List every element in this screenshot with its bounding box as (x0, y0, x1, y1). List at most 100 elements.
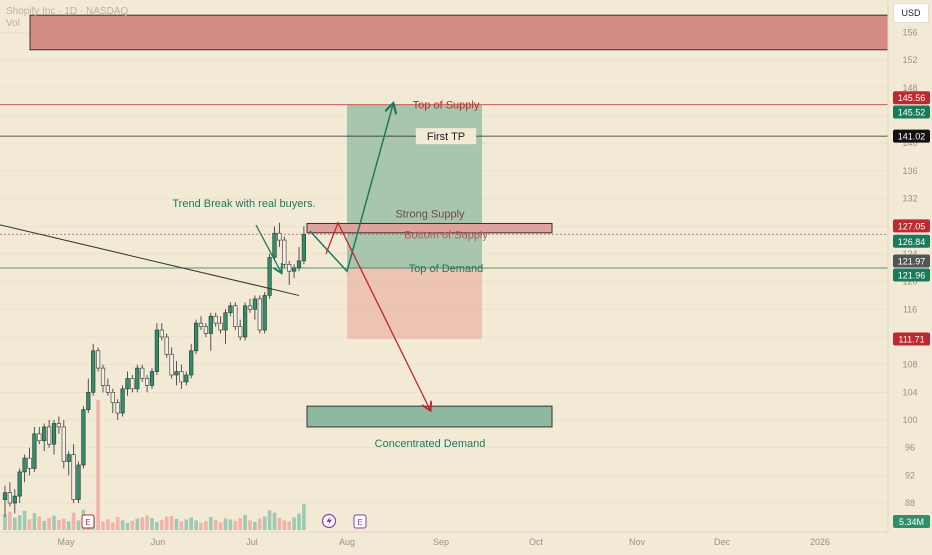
volume-bar (150, 517, 154, 530)
candle-body (238, 326, 243, 338)
volume-bar (169, 516, 174, 530)
candle-body (17, 471, 22, 497)
strong-supply-zone (306, 222, 553, 234)
volume-bar (140, 517, 144, 530)
volume-bar (52, 515, 56, 530)
level-label-bg (415, 128, 477, 145)
candle-body (296, 260, 302, 269)
volume-bar (238, 517, 242, 530)
candle-body (22, 457, 27, 473)
candle-body (100, 367, 106, 386)
currency-button[interactable]: USD (893, 3, 929, 23)
volume-bar (47, 517, 51, 530)
annotation-text: Trend Break with real buyers. (172, 198, 315, 210)
earnings-marker-icon (81, 514, 95, 529)
volume-bar (130, 520, 135, 530)
volume-bar (218, 522, 223, 530)
volume-legend: Vol (6, 18, 20, 29)
price-tag-label: 141.02 (898, 132, 926, 142)
candle-body (37, 433, 42, 442)
zone-label: Strong Supply (395, 208, 465, 220)
candle-body (194, 322, 199, 352)
candle-body (203, 326, 209, 334)
candle-body (32, 433, 37, 469)
symbol-title: Shopify Inc · 1D · NASDAQ (6, 6, 129, 17)
volume-bar (233, 520, 238, 530)
candle-body (179, 371, 184, 383)
candle-body (247, 305, 253, 310)
volume-bar (27, 519, 32, 530)
volume-bar (179, 521, 184, 530)
price-tag (893, 332, 930, 346)
x-tick-label: Nov (629, 537, 646, 547)
candle-body (184, 374, 189, 383)
candle-body (130, 378, 135, 390)
volume-bar (282, 520, 287, 530)
volume-bar (57, 519, 61, 530)
candle-body (115, 402, 120, 414)
supply-zone-top (29, 14, 889, 51)
x-tick-label: 2026 (810, 537, 830, 547)
candle-body (86, 392, 91, 410)
y-tick-label: 100 (902, 415, 917, 425)
y-tick-label: 104 (902, 387, 917, 397)
volume-bar (267, 510, 272, 530)
volume-bar (8, 511, 12, 530)
candle-body (291, 267, 297, 272)
candle-body (233, 305, 238, 327)
volume-bar (76, 520, 81, 530)
earnings-marker-icon (353, 514, 367, 529)
candle-body (145, 378, 150, 386)
candle-body (154, 329, 160, 372)
candle-body (272, 232, 277, 258)
y-tick-label: 152 (902, 55, 917, 65)
candle-body (257, 298, 262, 331)
level-label: Top of Supply (413, 100, 480, 112)
candle-body (267, 257, 272, 296)
price-tag (893, 219, 930, 233)
candle-body (149, 371, 155, 386)
trend-line (0, 224, 300, 296)
zone-label: Concentrated Demand (375, 438, 486, 450)
candle-body (164, 336, 169, 355)
long-position-risk-zone (347, 268, 482, 339)
y-tick-label: 136 (902, 166, 917, 176)
level-label: Top of Demand (409, 263, 484, 275)
earnings-marker-label: E (85, 518, 90, 527)
candle-body (262, 295, 267, 331)
candle-body (159, 329, 164, 338)
x-tick-label: Aug (339, 537, 355, 547)
candle-body (228, 305, 233, 314)
candle-body (213, 315, 218, 324)
candle-body (140, 367, 145, 379)
volume-bar (174, 518, 179, 530)
volume-bar (115, 517, 120, 530)
candle-body (66, 454, 71, 462)
volume-bar (248, 520, 252, 530)
price-tag-label: 145.56 (898, 93, 926, 103)
volume-bar (189, 517, 193, 530)
x-tick-label: May (57, 537, 75, 547)
candle-body (208, 315, 213, 334)
volume-bar (243, 515, 247, 530)
y-tick-label: 140 (902, 138, 917, 148)
trend-break-arrow (255, 224, 281, 272)
volume-bar (22, 510, 27, 530)
level-label: Bottom of Supply (404, 229, 488, 241)
price-tag (893, 268, 930, 282)
volume-bar (184, 519, 189, 530)
volume-bar (297, 513, 301, 530)
price-tag-label: 111.71 (898, 334, 924, 344)
candle-body (282, 239, 287, 265)
earnings-marker-label: E (357, 518, 362, 527)
price-tag (893, 129, 930, 143)
volume-bar (213, 519, 218, 530)
candle-body (287, 263, 292, 272)
price-tag-label: 126.84 (898, 237, 926, 247)
price-tag-label: 121.97 (898, 256, 926, 266)
price-tag-label: 127.05 (898, 221, 926, 231)
y-tick-label: 132 (902, 194, 917, 204)
candle-body (198, 322, 204, 327)
price-tag (893, 105, 930, 119)
